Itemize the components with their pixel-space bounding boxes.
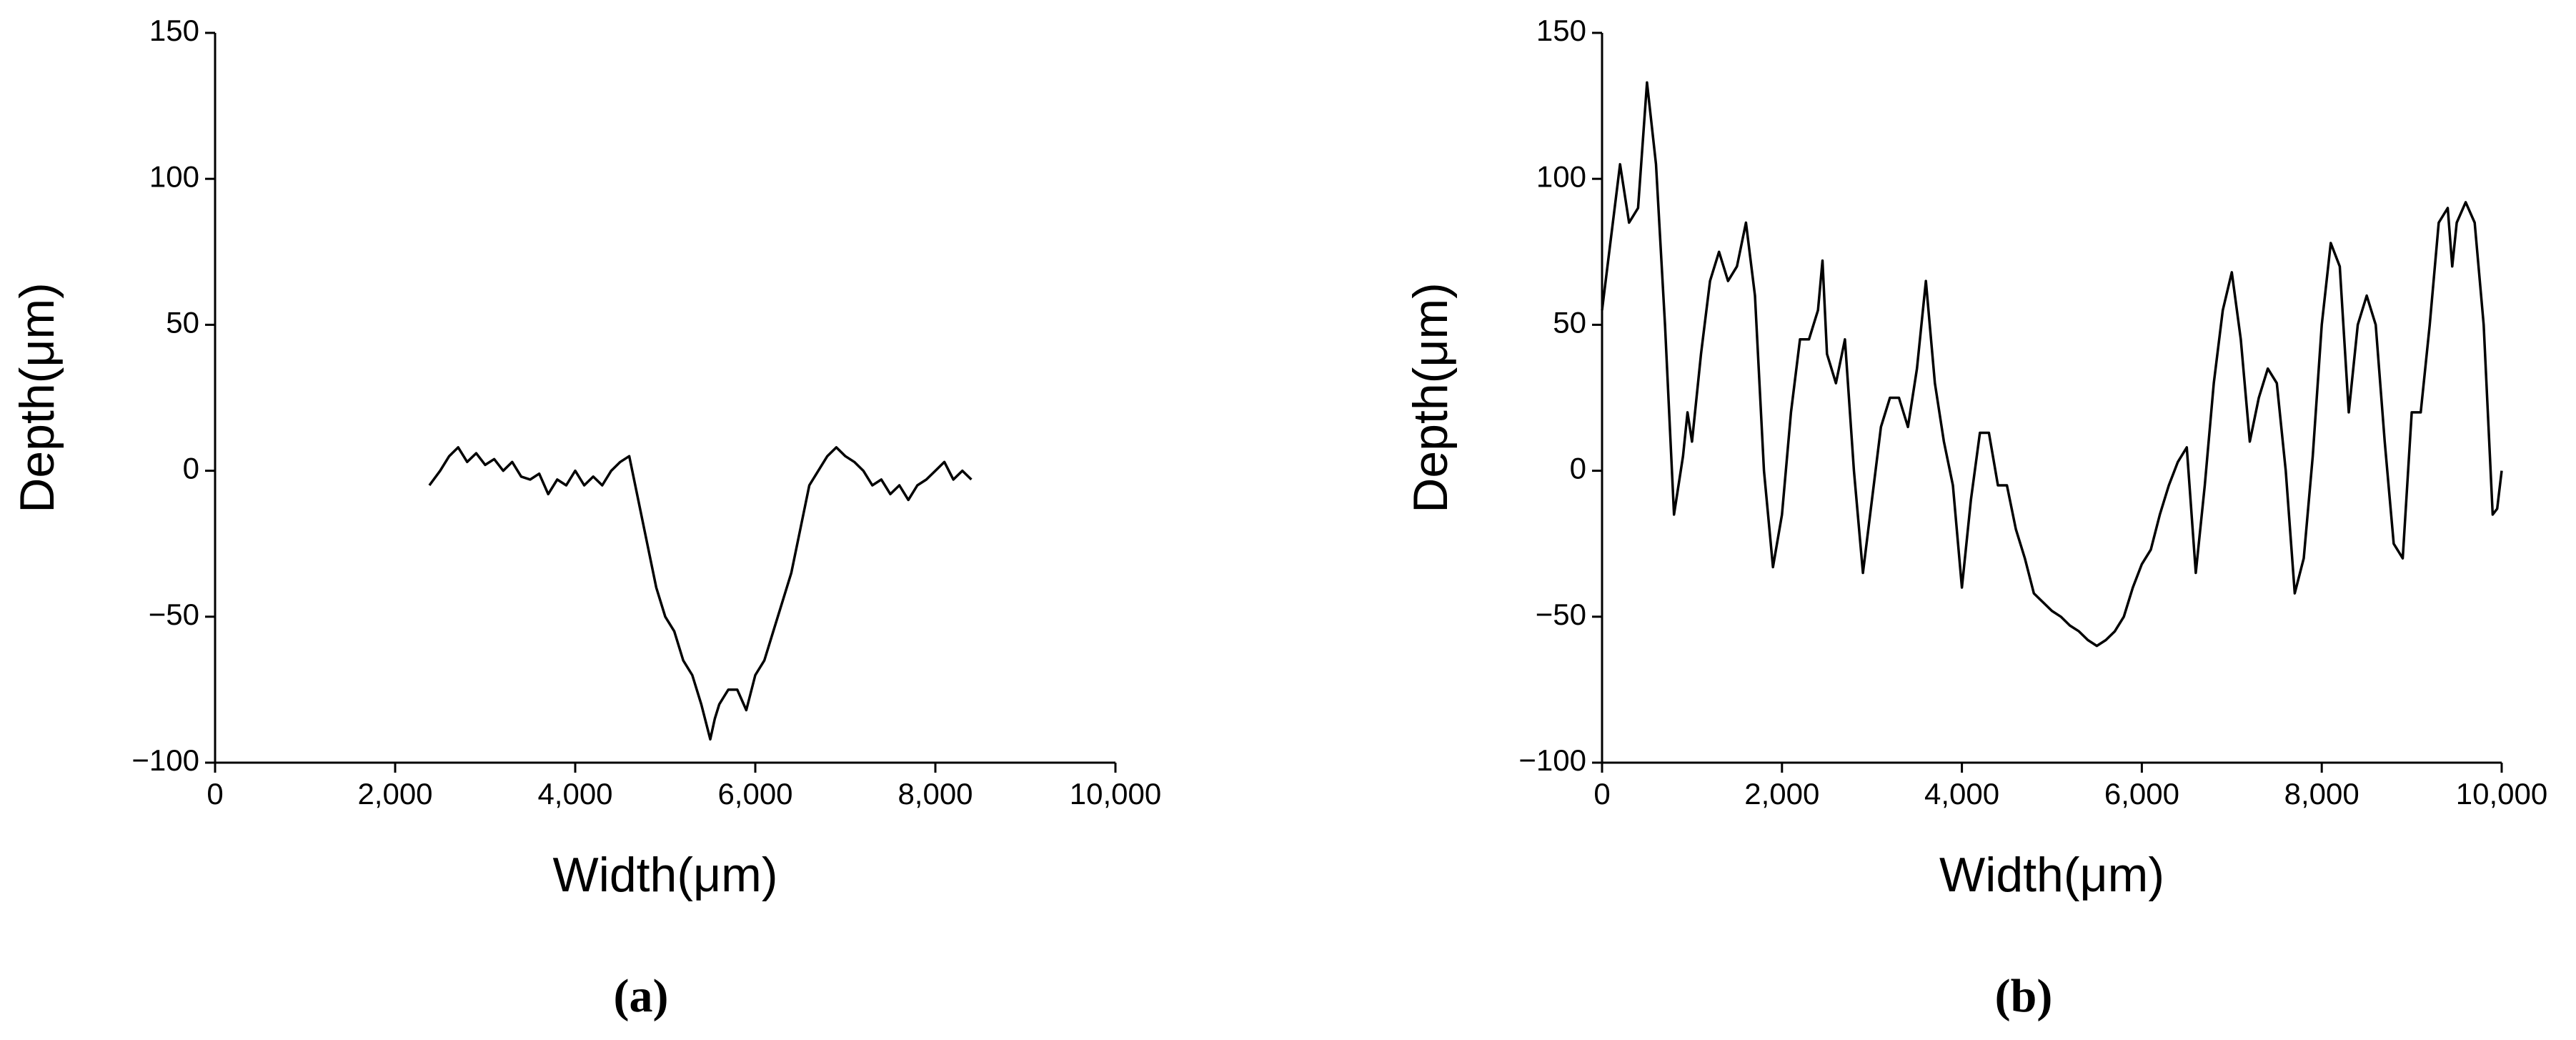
y-tick-label: −100 [1518,743,1586,777]
x-tick-label: 2,000 [357,777,432,811]
x-tick-label: 4,000 [537,777,612,811]
y-tick-label: 150 [149,14,199,47]
panel-caption: (a) [614,970,669,1022]
y-axis-title: Depth(μm) [10,282,64,513]
x-tick-label: 8,000 [2284,777,2359,811]
y-tick-label: 100 [149,159,199,193]
y-tick-label: 100 [1536,159,1586,193]
x-tick-label: 10,000 [2456,777,2547,811]
y-tick-label: 150 [1536,14,1586,47]
y-tick-label: 50 [1553,305,1586,339]
x-tick-label: 0 [1593,777,1610,811]
x-axis-title: Width(μm) [1939,848,2164,902]
y-tick-label: −50 [1536,598,1586,631]
y-tick-label: −100 [131,743,199,777]
x-tick-label: 2,000 [1744,777,1819,811]
x-tick-label: 8,000 [897,777,973,811]
x-tick-label: 6,000 [717,777,792,811]
y-tick-label: 50 [166,305,199,339]
x-tick-label: 0 [207,777,223,811]
y-axis-title: Depth(μm) [1403,282,1458,513]
x-axis-title: Width(μm) [553,848,778,902]
y-tick-label: −50 [149,598,199,631]
y-tick-label: 0 [1570,452,1586,485]
data-line [428,446,973,741]
x-tick-label: 6,000 [2104,777,2179,811]
x-tick-label: 4,000 [1924,777,1999,811]
x-tick-label: 10,000 [1070,777,1161,811]
data-line [1601,81,2503,648]
y-tick-label: 0 [183,452,199,485]
panel-caption: (b) [1995,970,2053,1022]
